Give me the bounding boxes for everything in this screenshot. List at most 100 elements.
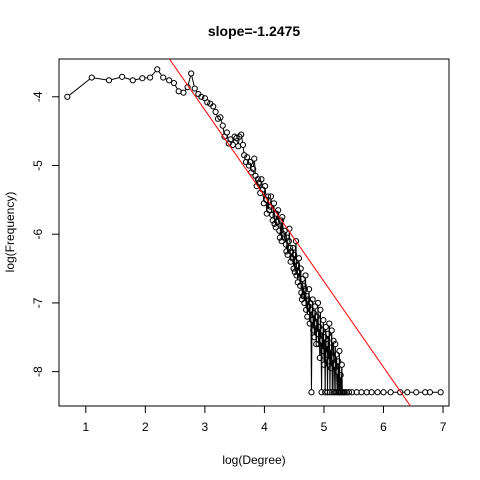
x-tick-label: 7 [440, 420, 447, 434]
data-point [276, 234, 284, 241]
data-point [191, 85, 198, 92]
data-point [326, 320, 333, 327]
data-point [285, 237, 292, 245]
data-point [212, 108, 219, 116]
x-tick-label: 3 [202, 420, 209, 434]
data-point [317, 337, 325, 344]
series-segment [259, 181, 262, 191]
data-point [374, 389, 381, 396]
data-point [238, 131, 245, 138]
data-point [316, 354, 323, 362]
series-segment [238, 139, 240, 144]
data-point [233, 134, 240, 142]
data-point [337, 371, 344, 379]
series-segment [69, 78, 91, 96]
data-point [397, 389, 404, 396]
data-point [292, 237, 300, 245]
data-point [309, 296, 316, 303]
data-point [261, 183, 269, 190]
series-segment [331, 360, 334, 390]
data-point [245, 162, 253, 169]
data-point [314, 330, 321, 337]
data-layer [64, 59, 444, 406]
data-point [305, 286, 313, 293]
x-tick-label: 6 [380, 420, 387, 434]
data-point [160, 74, 167, 81]
data-point [198, 93, 205, 100]
data-point [239, 141, 247, 148]
series-segment [135, 78, 140, 81]
data-point [329, 354, 336, 362]
data-point [335, 358, 342, 365]
data-point [336, 347, 343, 355]
data-point [254, 176, 261, 183]
data-point [119, 73, 126, 80]
data-point [284, 251, 291, 258]
data-point [426, 389, 434, 396]
data-point [244, 154, 251, 161]
data-point [308, 317, 316, 324]
data-point [180, 89, 187, 96]
data-point [64, 93, 71, 100]
series-segment [187, 75, 192, 85]
y-tick-label: -8 [31, 366, 45, 377]
data-point [291, 268, 298, 276]
series-segment [174, 85, 178, 90]
data-point [313, 341, 320, 348]
x-axis-label: log(Degree) [222, 453, 285, 467]
data-point [308, 389, 315, 396]
data-point [280, 231, 287, 238]
data-point [263, 196, 270, 203]
data-point [319, 347, 326, 355]
data-point [204, 99, 211, 106]
data-point [146, 74, 154, 81]
data-point [294, 262, 301, 269]
data-point [273, 210, 280, 217]
data-point [272, 224, 279, 231]
data-point [341, 389, 348, 396]
y-tick-label: -4 [31, 91, 45, 102]
data-point [283, 234, 291, 241]
data-point [290, 265, 297, 272]
data-point [331, 361, 338, 368]
y-axis-label: log(Frequency) [3, 192, 17, 273]
data-point [327, 344, 334, 351]
data-point [210, 103, 217, 110]
y-tick-label: -7 [31, 297, 45, 308]
data-point [188, 70, 195, 77]
data-point [318, 389, 325, 396]
data-point [301, 299, 308, 307]
data-point [328, 327, 335, 334]
data-point [251, 155, 258, 162]
data-point [310, 327, 317, 334]
x-tick-label: 1 [82, 420, 89, 434]
x-tick-label: 5 [321, 420, 328, 434]
series-segment [124, 77, 131, 80]
data-point [292, 258, 299, 265]
data-point [404, 389, 411, 396]
data-point [312, 320, 319, 327]
data-point [387, 389, 394, 396]
chart-title: slope=-1.2475 [208, 23, 300, 39]
regression-line [168, 59, 412, 406]
data-point [345, 389, 353, 396]
data-point [219, 122, 226, 129]
data-point [291, 251, 298, 258]
series-segment [191, 75, 195, 87]
data-point [286, 244, 294, 252]
data-point [330, 337, 337, 344]
series-segment [252, 161, 255, 167]
series-segment [284, 233, 287, 242]
data-point [267, 193, 275, 200]
data-point [297, 265, 304, 272]
data-point [170, 79, 178, 87]
series-segment [111, 77, 120, 81]
data-point [217, 114, 224, 121]
data-point [300, 292, 307, 300]
data-point [247, 158, 254, 166]
x-tick-label: 2 [142, 420, 149, 434]
data-point [328, 365, 335, 372]
data-point [301, 286, 309, 293]
data-point [297, 282, 304, 289]
series-segment [220, 119, 223, 124]
